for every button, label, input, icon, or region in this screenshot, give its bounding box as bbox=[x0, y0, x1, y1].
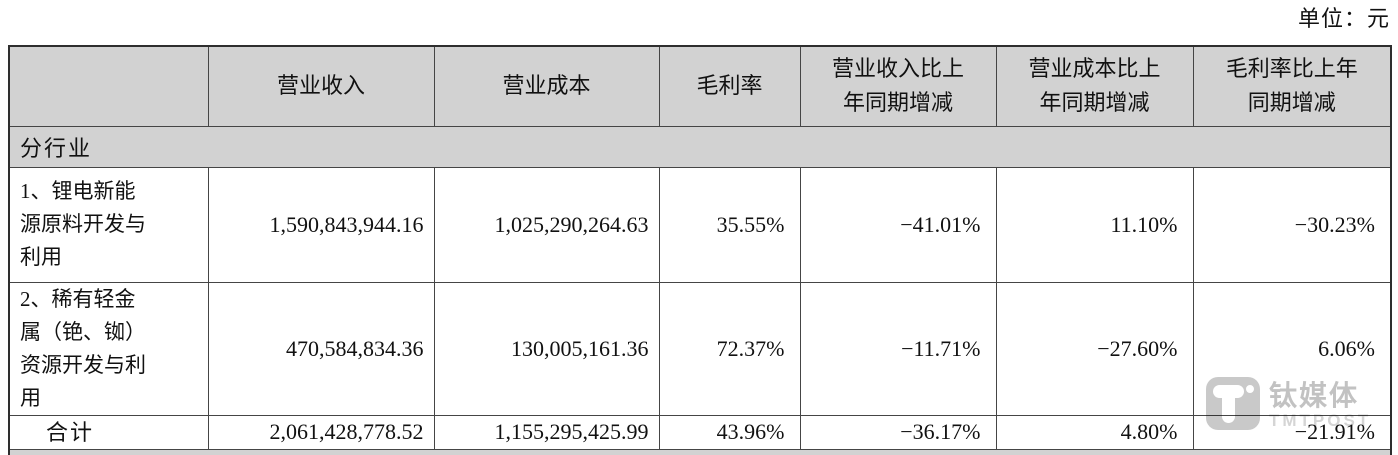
table-row-lithium: 1、锂电新能 源原料开发与 利用 1,590,843,944.16 1,025,… bbox=[8, 166, 1392, 283]
header-revenue: 营业收入 bbox=[207, 45, 435, 127]
next-section-row-clipped bbox=[8, 448, 1392, 455]
table-header-row: 营业收入 营业成本 毛利率 营业收入比上 年同期增减 营业成本比上 年同期增减 … bbox=[8, 45, 1392, 127]
cost-cell: 1,025,290,264.63 bbox=[433, 166, 660, 283]
header-cost: 营业成本 bbox=[433, 45, 660, 127]
gross-margin-cell: 35.55% bbox=[658, 166, 801, 283]
row-label: 1、锂电新能 源原料开发与 利用 bbox=[8, 166, 209, 283]
header-gross-margin: 毛利率 bbox=[658, 45, 801, 127]
revenue-cell: 470,584,834.36 bbox=[207, 281, 435, 416]
table-row-total: 合计 2,061,428,778.52 1,155,295,425.99 43.… bbox=[8, 414, 1392, 450]
header-gross-margin-yoy: 毛利率比上年 同期增减 bbox=[1192, 45, 1392, 127]
header-blank bbox=[8, 45, 209, 127]
gross-margin-cell: 43.96% bbox=[658, 414, 801, 450]
gross-margin-yoy-cell: 6.06% bbox=[1192, 281, 1392, 416]
section-label: 分行业 bbox=[8, 125, 1392, 168]
unit-label: 单位：元 bbox=[1297, 6, 1390, 31]
section-row-by-industry: 分行业 bbox=[8, 125, 1392, 168]
cost-yoy-cell: 4.80% bbox=[995, 414, 1194, 450]
cost-yoy-cell: −27.60% bbox=[995, 281, 1194, 416]
segment-financials-table: 营业收入 营业成本 毛利率 营业收入比上 年同期增减 营业成本比上 年同期增减 … bbox=[8, 45, 1392, 455]
header-revenue-yoy: 营业收入比上 年同期增减 bbox=[799, 45, 997, 127]
revenue-yoy-cell: −11.71% bbox=[799, 281, 997, 416]
table-row-rare-metals: 2、稀有轻金 属（铯、铷） 资源开发与利 用 470,584,834.36 13… bbox=[8, 281, 1392, 416]
gross-margin-yoy-cell: −30.23% bbox=[1192, 166, 1392, 283]
revenue-cell: 1,590,843,944.16 bbox=[207, 166, 435, 283]
header-cost-yoy: 营业成本比上 年同期增减 bbox=[995, 45, 1194, 127]
row-label-total: 合计 bbox=[8, 414, 209, 450]
cost-cell: 130,005,161.36 bbox=[433, 281, 660, 416]
cost-yoy-cell: 11.10% bbox=[995, 166, 1194, 283]
row-label: 2、稀有轻金 属（铯、铷） 资源开发与利 用 bbox=[8, 281, 209, 416]
revenue-yoy-cell: −41.01% bbox=[799, 166, 997, 283]
gross-margin-yoy-cell: −21.91% bbox=[1192, 414, 1392, 450]
revenue-cell: 2,061,428,778.52 bbox=[207, 414, 435, 450]
gross-margin-cell: 72.37% bbox=[658, 281, 801, 416]
cost-cell: 1,155,295,425.99 bbox=[433, 414, 660, 450]
revenue-yoy-cell: −36.17% bbox=[799, 414, 997, 450]
